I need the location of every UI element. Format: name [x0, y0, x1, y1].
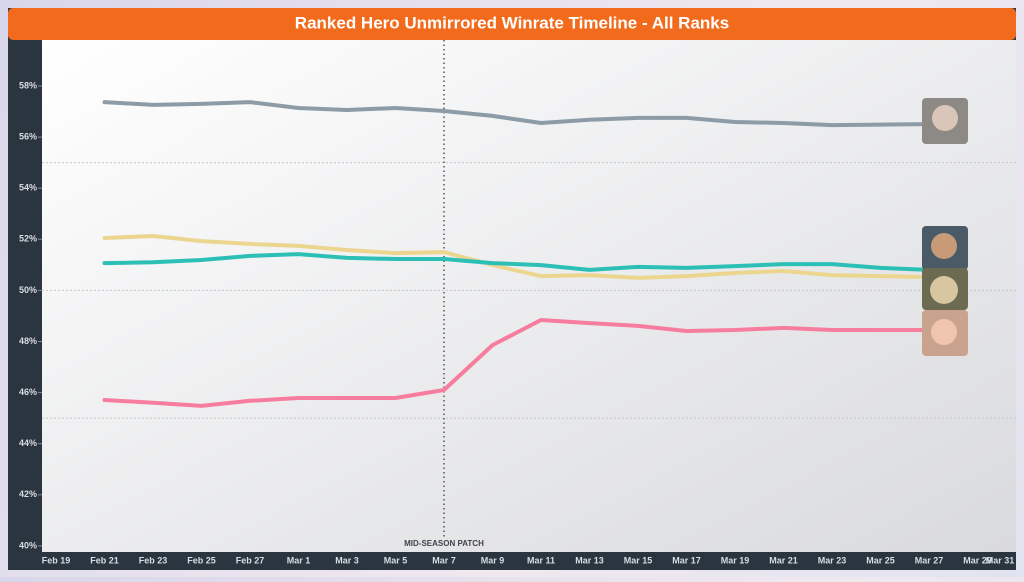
y-tick-label: 54% — [19, 183, 37, 193]
chart-title: Ranked Hero Unmirrored Winrate Timeline … — [295, 13, 729, 32]
portrait-face — [932, 105, 958, 131]
x-tick-label: Mar 19 — [721, 555, 750, 565]
title-bar — [8, 8, 1016, 40]
portrait-face — [931, 319, 957, 345]
x-tick-label: Mar 15 — [624, 555, 653, 565]
plot-area — [42, 40, 1016, 552]
annotation-label: MID-SEASON PATCH — [404, 539, 484, 548]
x-tick-label: Feb 27 — [236, 555, 265, 565]
x-tick-label: Mar 23 — [818, 555, 847, 565]
series-line — [102, 234, 931, 280]
y-tick-label: 56% — [19, 131, 37, 141]
hero-portraits — [922, 98, 968, 356]
x-tick-label: Mar 31 — [986, 555, 1015, 565]
x-tick-label: Mar 27 — [915, 555, 944, 565]
x-tick-label: Feb 23 — [139, 555, 168, 565]
portrait-face — [931, 233, 957, 259]
x-tick-label: Feb 21 — [90, 555, 119, 565]
series-line — [102, 100, 931, 128]
y-tick-label: 52% — [19, 234, 37, 244]
series-line — [102, 318, 931, 408]
x-tick-label: Mar 11 — [527, 555, 555, 565]
y-tick-label: 58% — [19, 80, 37, 90]
x-tick-label: Feb 25 — [187, 555, 216, 565]
x-tick-label: Mar 21 — [769, 555, 798, 565]
x-tick-label: Mar 13 — [575, 555, 604, 565]
y-tick-label: 44% — [19, 438, 37, 448]
x-tick-label: Mar 9 — [481, 555, 505, 565]
portrait-face — [930, 276, 958, 304]
y-tick-label: 46% — [19, 387, 37, 397]
x-tick-label: Mar 5 — [384, 555, 408, 565]
x-tick-label: Feb 19 — [42, 555, 71, 565]
y-tick-label: 50% — [19, 285, 37, 295]
x-tick-label: Mar 1 — [287, 555, 311, 565]
y-tick-label: 40% — [19, 540, 37, 550]
y-tick-label: 42% — [19, 489, 37, 499]
x-tick-label: Mar 25 — [866, 555, 895, 565]
x-tick-label: Mar 17 — [672, 555, 701, 565]
series-line — [102, 252, 931, 272]
x-tick-label: Mar 29 — [963, 555, 992, 565]
x-tick-label: Mar 7 — [432, 555, 456, 565]
x-tick-label: Mar 3 — [335, 555, 359, 565]
y-tick-label: 48% — [19, 336, 37, 346]
